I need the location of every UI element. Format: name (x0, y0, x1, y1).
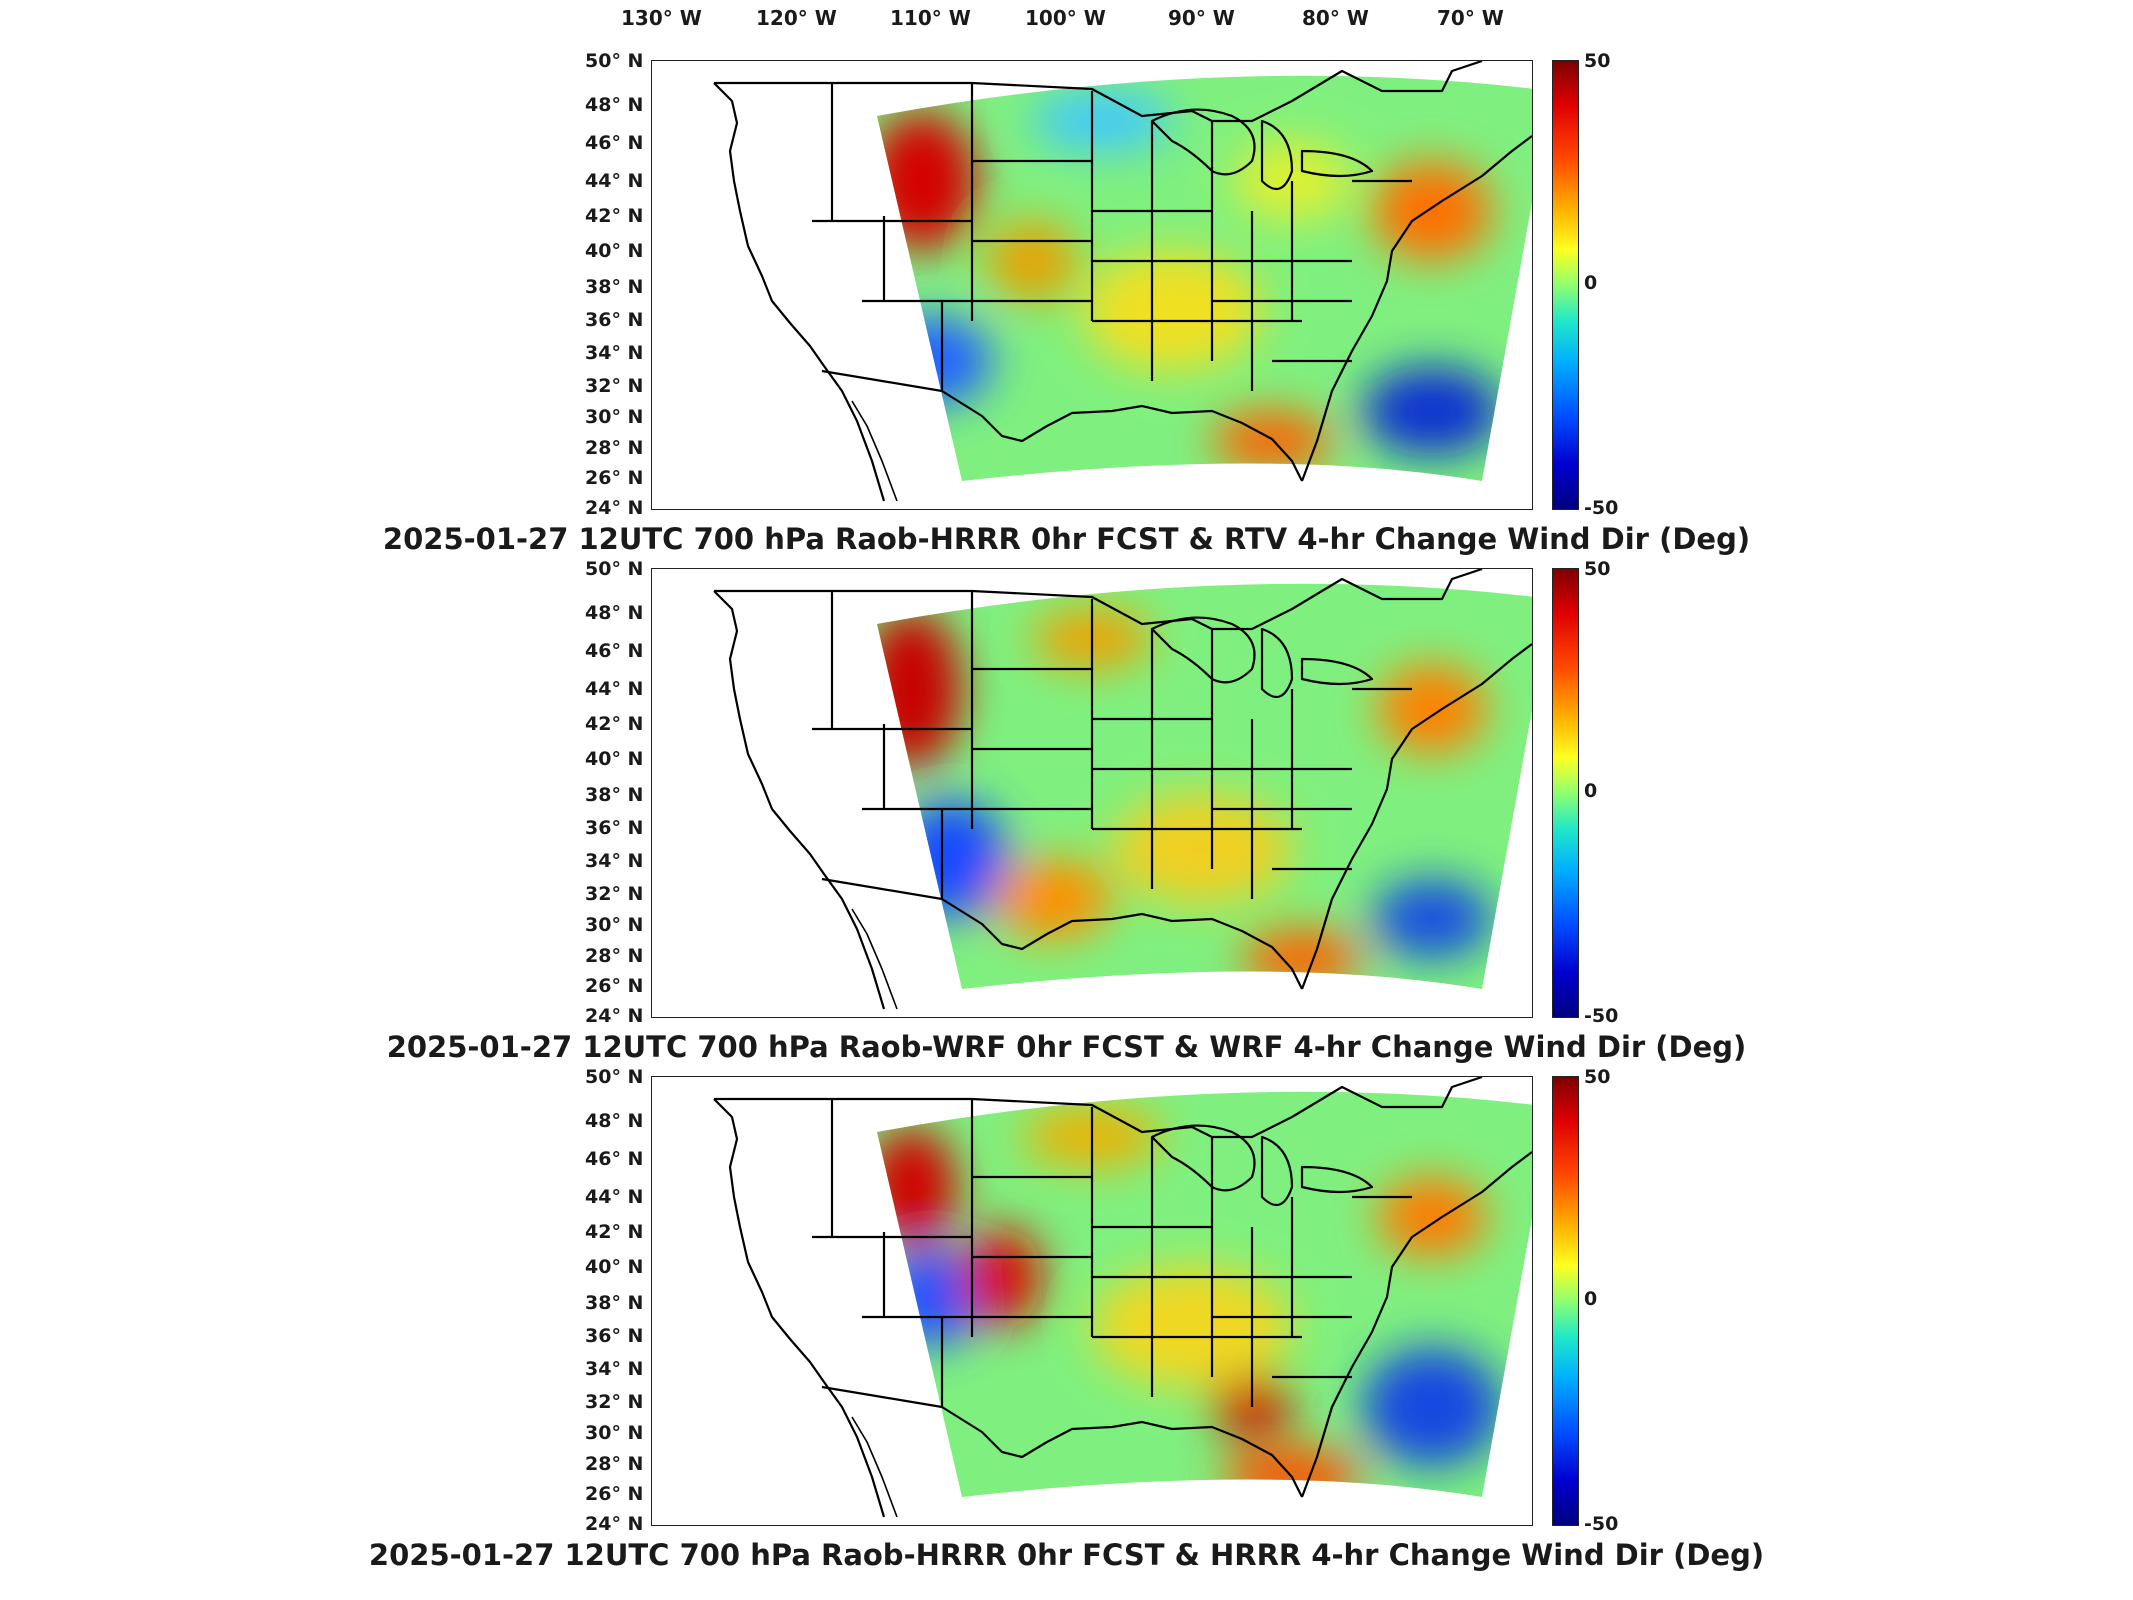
lat-label: 34° N (585, 342, 644, 364)
lat-label: 26° N (585, 467, 644, 489)
colorbar-min-label: -50 (1584, 497, 1619, 519)
lat-label: 24° N (585, 497, 644, 519)
lat-label: 44° N (585, 170, 644, 192)
colorbar-mid-label: 0 (1584, 1288, 1598, 1310)
lat-label: 34° N (585, 1358, 644, 1380)
lat-label: 44° N (585, 678, 644, 700)
lat-label: 36° N (585, 817, 644, 839)
lat-label: 42° N (585, 1221, 644, 1243)
lat-label: 28° N (585, 945, 644, 967)
map-area (651, 568, 1533, 1018)
lat-label: 38° N (585, 1292, 644, 1314)
lat-label: 40° N (585, 1256, 644, 1278)
lat-label: 50° N (585, 50, 644, 72)
panel-title: 2025-01-27 12UTC 700 hPa Raob-WRF 0hr FC… (386, 1030, 1747, 1064)
lat-label: 32° N (585, 883, 644, 905)
lat-label: 50° N (585, 558, 644, 580)
lon-label: 100° W (1025, 6, 1106, 30)
colorbar-mid-label: 0 (1584, 780, 1598, 802)
lon-label: 120° W (756, 6, 837, 30)
lat-label: 48° N (585, 94, 644, 116)
lat-label: 32° N (585, 1391, 644, 1413)
lat-label: 32° N (585, 375, 644, 397)
lat-label: 46° N (585, 132, 644, 154)
lon-label: 110° W (890, 6, 971, 30)
lat-label: 30° N (585, 1422, 644, 1444)
lat-label: 24° N (585, 1513, 644, 1535)
map-area (651, 1076, 1533, 1526)
lat-label: 24° N (585, 1005, 644, 1027)
lat-label: 48° N (585, 1110, 644, 1132)
colorbar-min-label: -50 (1584, 1005, 1619, 1027)
lat-label: 38° N (585, 276, 644, 298)
lat-label: 44° N (585, 1186, 644, 1208)
lat-label: 36° N (585, 1325, 644, 1347)
lat-label: 28° N (585, 437, 644, 459)
lat-label: 34° N (585, 850, 644, 872)
colorbar-max-label: 50 (1584, 1066, 1611, 1088)
colorbar-min-label: -50 (1584, 1513, 1619, 1535)
lat-label: 30° N (585, 406, 644, 428)
colorbar (1552, 1076, 1579, 1526)
lon-label: 90° W (1168, 6, 1235, 30)
lat-label: 40° N (585, 240, 644, 262)
map-area (651, 60, 1533, 510)
lat-label: 28° N (585, 1453, 644, 1475)
colorbar-max-label: 50 (1584, 50, 1611, 72)
panel-title: 2025-01-27 12UTC 700 hPa Raob-HRRR 0hr F… (382, 522, 1751, 556)
lat-label: 46° N (585, 1148, 644, 1170)
colorbar-max-label: 50 (1584, 558, 1611, 580)
panel-title: 2025-01-27 12UTC 700 hPa Raob-HRRR 0hr F… (368, 1538, 1765, 1572)
lat-label: 36° N (585, 309, 644, 331)
lat-label: 38° N (585, 784, 644, 806)
lat-label: 30° N (585, 914, 644, 936)
lon-label: 70° W (1437, 6, 1504, 30)
lat-label: 42° N (585, 205, 644, 227)
colorbar-mid-label: 0 (1584, 272, 1598, 294)
lon-label: 80° W (1302, 6, 1369, 30)
colorbar (1552, 568, 1579, 1018)
lat-label: 26° N (585, 1483, 644, 1505)
lat-label: 26° N (585, 975, 644, 997)
lat-label: 50° N (585, 1066, 644, 1088)
lat-label: 40° N (585, 748, 644, 770)
colorbar (1552, 60, 1579, 510)
lat-label: 46° N (585, 640, 644, 662)
lat-label: 48° N (585, 602, 644, 624)
lat-label: 42° N (585, 713, 644, 735)
lon-label: 130° W (621, 6, 702, 30)
